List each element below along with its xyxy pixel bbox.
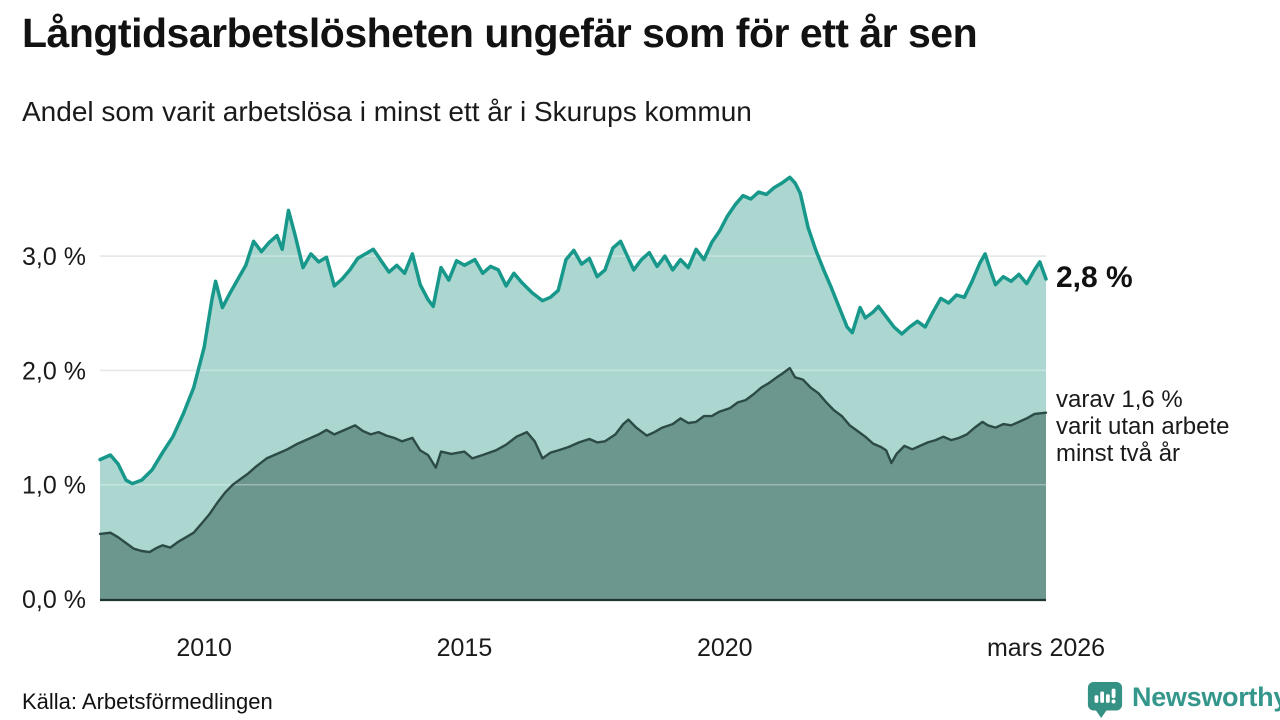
last-value-label: 2,8 % [1056,261,1133,294]
line-series-2 [98,366,1048,554]
y-tick-label: 1,0 % [22,472,86,500]
secondary-annotation-line-1: varav 1,6 % [1056,386,1183,413]
secondary-annotation-line-2: varit utan arbete [1056,413,1230,440]
x-tick-label: 2015 [437,634,493,662]
area-fill-series-2 [100,368,1046,599]
y-axis-labels: 0,0 % 1,0 % 2,0 % 3,0 % [22,243,86,614]
x-tick-label: mars 2026 [987,634,1105,662]
newsworthy-wordmark: Newsworthy [1132,682,1280,712]
y-tick-label: 0,0 % [22,586,86,614]
x-axis-labels: 2010 2015 2020 mars 2026 [176,634,1105,662]
chart-subtitle: Andel som varit arbetslösa i minst ett å… [22,96,752,127]
line-series-1 [98,175,1048,486]
series-lines [98,175,1048,554]
newsworthy-chart-pin-icon [1087,681,1123,719]
source-attribution: Källa: Arbetsförmedlingen [22,689,273,714]
area-fills [100,177,1046,600]
x-tick-label: 2010 [176,634,232,662]
x-tick-label: 2020 [697,634,753,662]
y-tick-label: 3,0 % [22,243,86,271]
secondary-series-annotation: varav 1,6 % varit utan arbete minst två … [1056,386,1229,467]
page-title: Långtidsarbetslösheten ungefär som för e… [22,10,978,56]
gridlines-overlay [100,255,1046,486]
y-tick-label: 2,0 % [22,357,86,385]
secondary-annotation-line-3: minst två år [1056,440,1181,467]
newsworthy-logo: Newsworthy [1086,680,1280,720]
